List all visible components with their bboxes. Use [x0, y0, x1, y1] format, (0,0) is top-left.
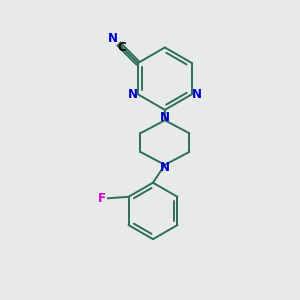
Text: N: N: [107, 32, 117, 45]
Text: F: F: [98, 192, 106, 205]
Text: N: N: [160, 161, 170, 174]
Text: N: N: [160, 111, 170, 124]
Text: N: N: [192, 88, 202, 101]
Text: C: C: [117, 40, 126, 54]
Text: N: N: [128, 88, 138, 101]
